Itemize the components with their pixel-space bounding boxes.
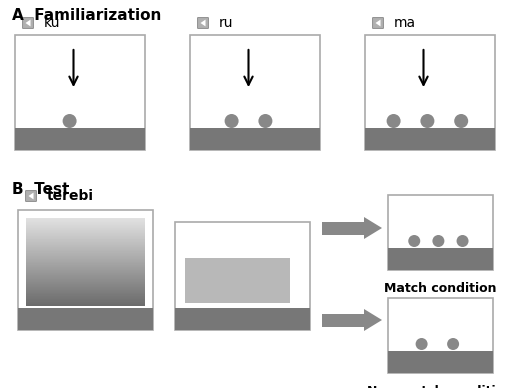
Bar [175,222,309,330]
Polygon shape [29,192,34,199]
Circle shape [258,114,272,128]
Text: A  Familiarization: A Familiarization [12,8,161,23]
FancyBboxPatch shape [22,17,34,28]
Circle shape [446,338,458,350]
Bar [15,128,145,150]
Bar [18,308,153,330]
Circle shape [224,114,238,128]
Circle shape [386,114,400,128]
Polygon shape [363,309,381,331]
Bar [387,298,492,373]
Bar [190,128,319,150]
Text: ma: ma [393,16,415,30]
Text: ru: ru [218,16,233,30]
Polygon shape [25,19,31,26]
Circle shape [63,114,76,128]
Circle shape [456,235,468,247]
FancyBboxPatch shape [197,17,208,28]
Circle shape [419,114,434,128]
FancyBboxPatch shape [372,17,383,28]
Bar [321,222,363,234]
Polygon shape [363,217,381,239]
Text: Non-match condition: Non-match condition [367,385,509,388]
Circle shape [454,114,467,128]
Bar [387,248,492,270]
Circle shape [407,235,419,247]
Bar [364,35,494,150]
Bar [387,351,492,373]
Bar [387,195,492,270]
Circle shape [432,235,443,247]
Bar [190,35,319,150]
Polygon shape [375,19,380,26]
Bar [18,210,153,330]
Text: terebi: terebi [47,189,94,203]
Text: B  Test: B Test [12,182,69,197]
FancyBboxPatch shape [25,191,36,201]
Circle shape [415,338,427,350]
Polygon shape [200,19,205,26]
Bar [364,128,494,150]
Bar [175,308,309,330]
Bar [15,35,145,150]
Text: Match condition: Match condition [383,282,496,295]
Bar [321,314,363,326]
Text: ku: ku [44,16,61,30]
